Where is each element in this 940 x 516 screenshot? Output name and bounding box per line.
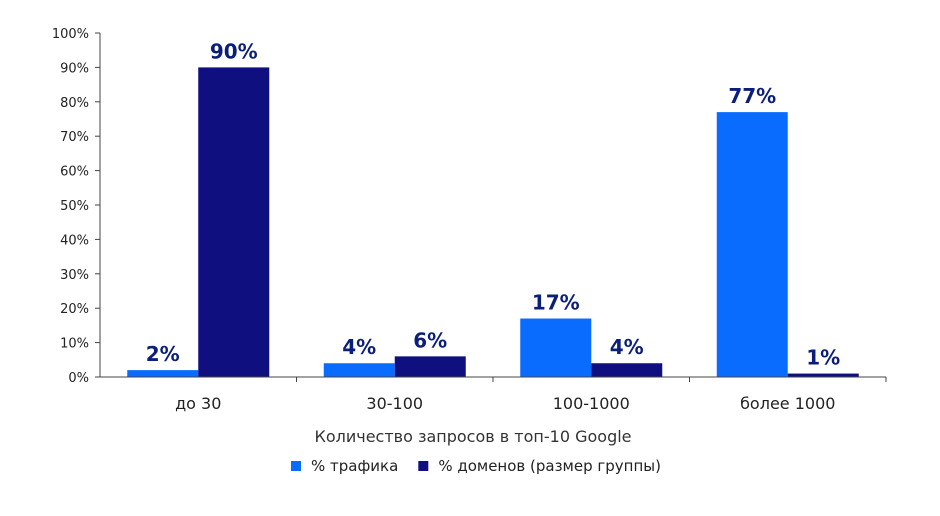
y-tick-label: 10% xyxy=(60,337,89,352)
data-label: 2% xyxy=(146,342,180,366)
bar xyxy=(127,370,199,377)
bars xyxy=(127,67,859,378)
legend-swatch xyxy=(291,461,301,471)
y-tick-label: 0% xyxy=(68,371,89,386)
data-label: 4% xyxy=(342,335,376,359)
y-tick-label: 90% xyxy=(60,61,89,76)
x-axis-title: Количество запросов в топ-10 Google xyxy=(314,427,631,446)
y-tick-label: 80% xyxy=(60,96,89,111)
bar xyxy=(520,318,592,377)
y-tick-label: 100% xyxy=(52,27,89,42)
data-label: 90% xyxy=(210,39,258,63)
y-tick-label: 60% xyxy=(60,165,89,180)
bar xyxy=(716,112,788,378)
y-tick-label: 70% xyxy=(60,130,89,145)
data-label: 17% xyxy=(532,291,580,315)
x-tick-label: 100-1000 xyxy=(553,394,630,413)
legend-label: % трафика xyxy=(311,457,398,475)
legend-label: % доменов (размер группы) xyxy=(438,457,661,475)
y-tick-label: 40% xyxy=(60,233,89,248)
y-tick-label: 20% xyxy=(60,302,89,317)
data-label: 1% xyxy=(806,346,840,370)
x-tick-label: до 30 xyxy=(175,394,221,413)
x-axis: до 30 30-100 100-1000 более 1000 xyxy=(100,376,887,413)
data-label: 4% xyxy=(610,335,644,359)
x-tick-label: 30-100 xyxy=(366,394,423,413)
bar xyxy=(323,363,395,377)
x-tick-label: более 1000 xyxy=(740,394,835,413)
bar xyxy=(394,356,466,377)
y-tick-label: 50% xyxy=(60,199,89,214)
bar xyxy=(787,373,859,377)
y-axis: 0% 10% 20% 30% 40% 50% 60% 70% 80% 90% 100% xyxy=(52,27,101,386)
data-labels: 2% 90% 4% 6% 17% 4% 77% 1% xyxy=(146,39,840,369)
legend: % трафика % доменов (размер группы) xyxy=(291,457,661,475)
data-label: 6% xyxy=(413,328,447,352)
bar xyxy=(591,363,663,377)
data-label: 77% xyxy=(728,84,776,108)
legend-swatch xyxy=(418,461,429,471)
y-tick-label: 30% xyxy=(60,268,89,283)
bar xyxy=(198,67,270,378)
